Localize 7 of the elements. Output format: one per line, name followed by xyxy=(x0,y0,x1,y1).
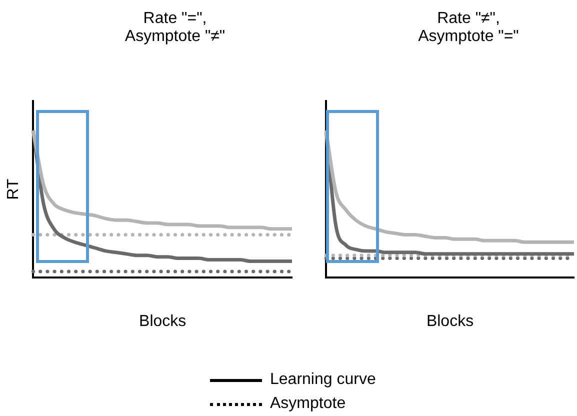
x-axis-title: Blocks xyxy=(139,312,186,330)
y-axis-title: RT xyxy=(5,178,22,200)
text: Learning curve xyxy=(270,371,376,389)
x-axis-title: Blocks xyxy=(426,312,474,330)
text: Asymptote xyxy=(270,395,346,413)
chart-title: Rate "≠", Asymptote "=" xyxy=(417,10,520,46)
chart-title: Rate "=", Asymptote "≠" xyxy=(124,10,226,46)
